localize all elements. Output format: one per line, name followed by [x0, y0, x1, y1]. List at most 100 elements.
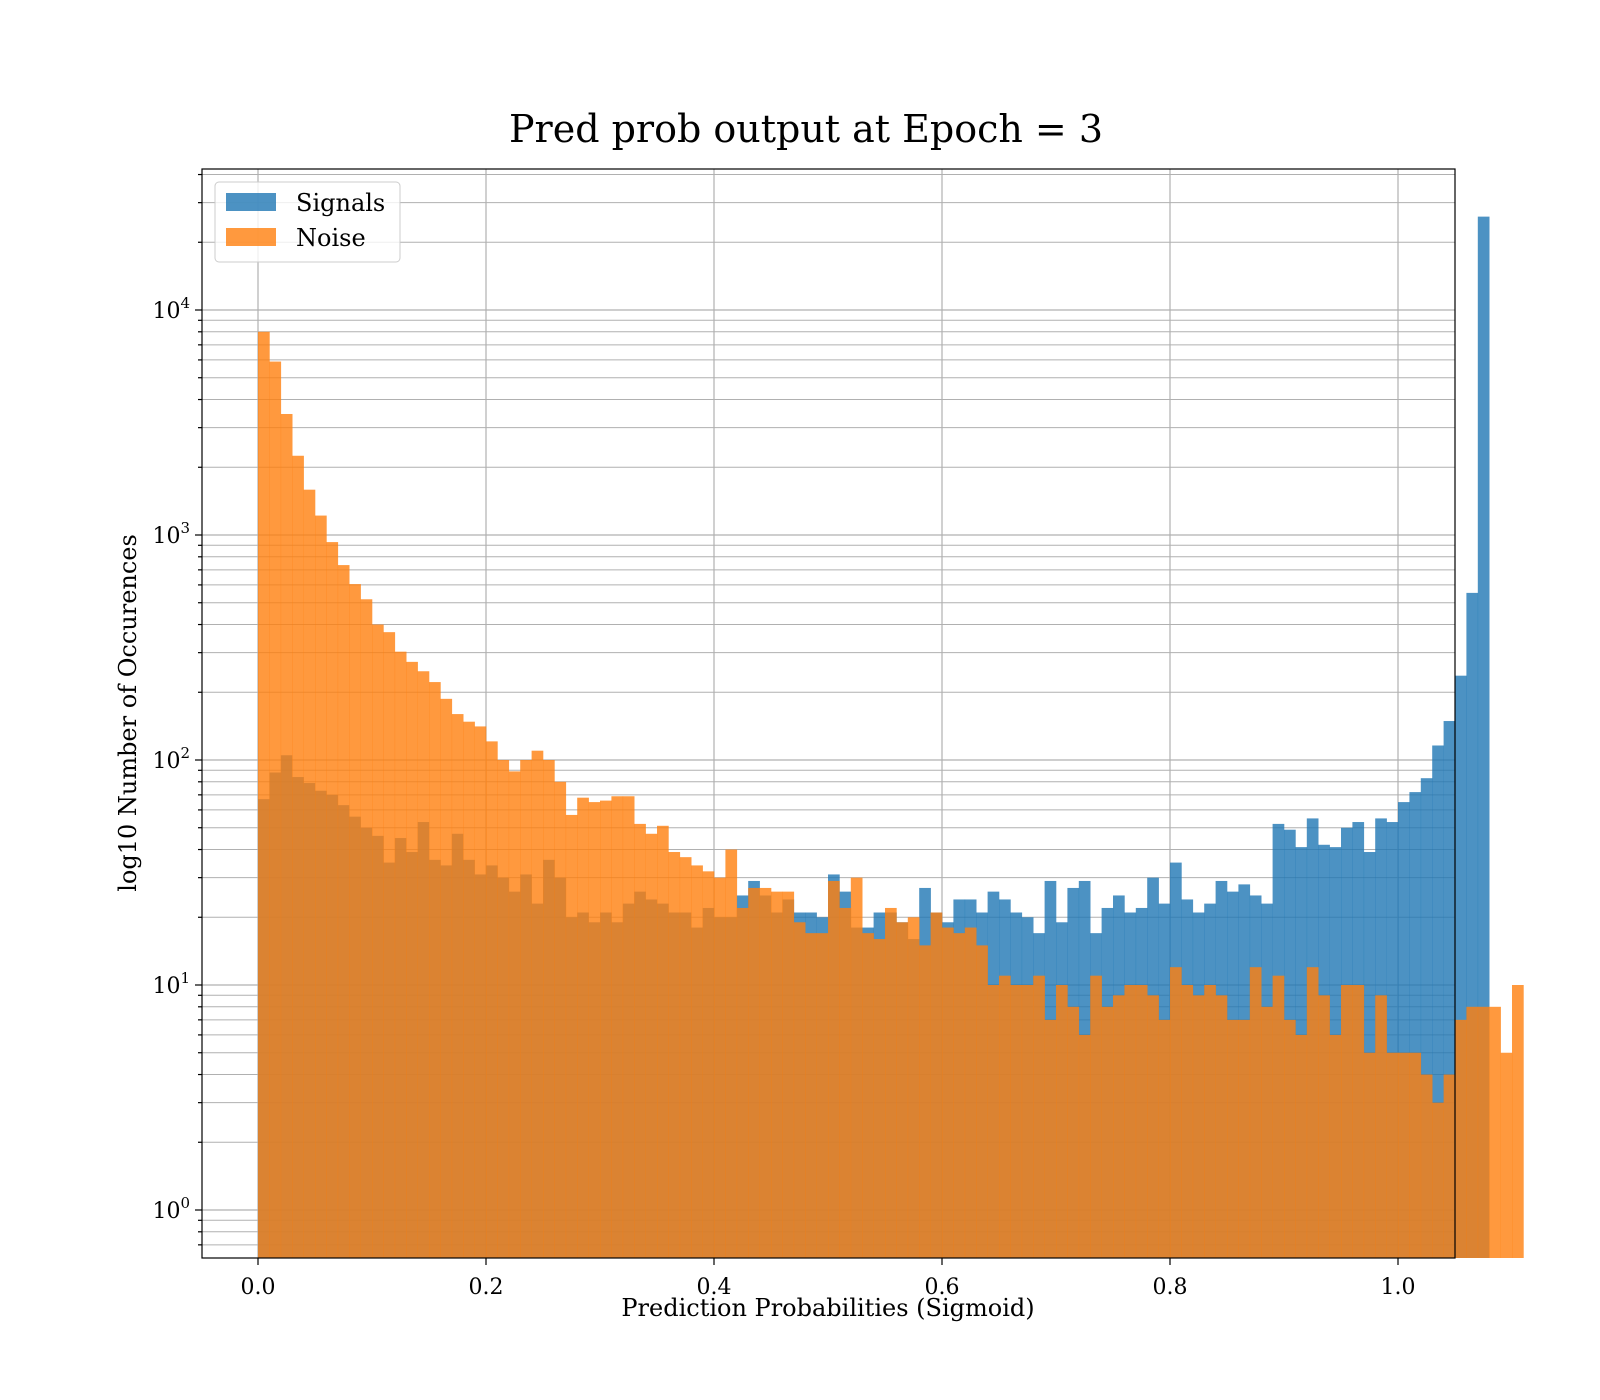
bar-noise: [793, 922, 806, 1258]
bar-noise: [1044, 1019, 1057, 1258]
bar-noise: [497, 760, 510, 1258]
bar-noise: [463, 721, 475, 1258]
x-tick-label: 0.0: [241, 1275, 276, 1300]
bar-noise: [1420, 1074, 1433, 1258]
bar-noise: [1329, 1034, 1342, 1258]
y-axis-ticks: 100 101 102 103 104: [152, 173, 202, 1246]
x-tick-label: 0.8: [1153, 1275, 1188, 1300]
bar-noise: [406, 661, 418, 1258]
histogram-bars: [258, 216, 1524, 1259]
bar-noise: [565, 814, 578, 1258]
bar-noise: [1261, 1006, 1273, 1258]
bar-noise: [885, 907, 897, 1258]
chart-title: Pred prob output at Epoch = 3: [509, 107, 1103, 151]
bar-noise: [269, 361, 282, 1258]
y-axis-label: log10 Number of Occurences: [114, 534, 142, 892]
bar-noise: [1363, 1052, 1376, 1258]
bar-noise: [896, 922, 909, 1258]
legend-label-signals: Signals: [296, 189, 385, 217]
bar-noise: [1443, 1074, 1456, 1258]
x-tick-label: 0.4: [697, 1275, 732, 1300]
bar-noise: [850, 877, 863, 1258]
bar-noise: [486, 741, 498, 1258]
bar-noise: [588, 802, 601, 1258]
bar-noise: [1398, 1052, 1410, 1258]
bar-noise: [702, 871, 715, 1258]
bar-signals: [1386, 822, 1399, 1258]
bar-noise: [634, 823, 646, 1258]
bar-noise: [1341, 985, 1353, 1258]
bar-noise: [1010, 985, 1023, 1258]
y-tick-label: 101: [152, 969, 190, 999]
series-noise: [258, 331, 1524, 1259]
bar-signals: [1409, 792, 1422, 1258]
bar-noise: [1318, 995, 1330, 1258]
bar-signals: [1420, 778, 1433, 1258]
bar-noise: [520, 760, 532, 1258]
bar-noise: [372, 624, 384, 1258]
bar-noise: [1101, 1006, 1114, 1258]
bar-noise: [964, 927, 977, 1258]
bar-signals: [1466, 592, 1479, 1258]
bar-noise: [1409, 1052, 1422, 1258]
bar-noise: [1489, 1006, 1501, 1258]
bar-noise: [714, 877, 726, 1258]
bar-noise: [919, 945, 931, 1258]
bar-noise: [679, 857, 692, 1258]
bar-noise: [816, 933, 829, 1258]
bar-noise: [429, 682, 441, 1258]
bar-noise: [440, 698, 453, 1258]
bar-noise: [645, 833, 658, 1258]
bar-noise: [805, 933, 817, 1258]
bar-noise: [1204, 985, 1216, 1258]
bar-noise: [600, 800, 612, 1258]
bar-noise: [759, 887, 772, 1258]
bar-noise: [337, 565, 350, 1258]
bar-noise: [1113, 995, 1125, 1258]
bar-noise: [1078, 1034, 1091, 1258]
bar-noise: [417, 671, 430, 1258]
bar-noise: [1158, 1019, 1171, 1258]
bar-noise: [976, 945, 988, 1258]
bar-signals: [1455, 675, 1467, 1258]
bar-noise: [1466, 1006, 1479, 1258]
bar-noise: [942, 927, 954, 1258]
bar-noise: [839, 907, 852, 1258]
bar-noise: [280, 413, 293, 1258]
bar-noise: [1284, 1019, 1296, 1258]
bar-noise: [1227, 1019, 1239, 1258]
bar-noise: [1306, 967, 1319, 1258]
bar-noise: [1272, 975, 1285, 1258]
bar-noise: [292, 455, 304, 1259]
bar-noise: [1135, 985, 1148, 1258]
bar-noise: [873, 939, 886, 1258]
bar-noise: [1500, 1052, 1513, 1258]
bar-noise: [1170, 967, 1182, 1258]
bar-noise: [1033, 975, 1045, 1258]
legend-swatch-signals: [226, 193, 276, 211]
bar-noise: [930, 912, 943, 1258]
bar-noise: [543, 760, 555, 1258]
y-tick-label: 100: [152, 1194, 190, 1224]
bar-noise: [508, 771, 521, 1258]
bar-noise: [611, 796, 624, 1258]
bar-signals: [1443, 721, 1456, 1258]
bar-noise: [771, 891, 783, 1258]
bar-noise: [1147, 995, 1159, 1258]
bar-noise: [862, 933, 874, 1258]
bar-noise: [1375, 995, 1387, 1258]
bar-noise: [782, 891, 795, 1258]
bar-noise: [1124, 985, 1137, 1258]
legend: Signals Noise: [214, 181, 401, 263]
bar-noise: [315, 515, 327, 1258]
bar-noise: [326, 542, 339, 1258]
bar-noise: [1056, 985, 1068, 1258]
bar-noise: [531, 750, 544, 1258]
bar-noise: [1215, 995, 1228, 1258]
y-tick-label: 103: [152, 519, 190, 549]
bar-noise: [725, 849, 738, 1258]
bar-signals: [1398, 802, 1410, 1258]
bar-noise: [303, 489, 316, 1258]
bar-noise: [1249, 967, 1262, 1258]
y-tick-label: 102: [152, 744, 190, 774]
